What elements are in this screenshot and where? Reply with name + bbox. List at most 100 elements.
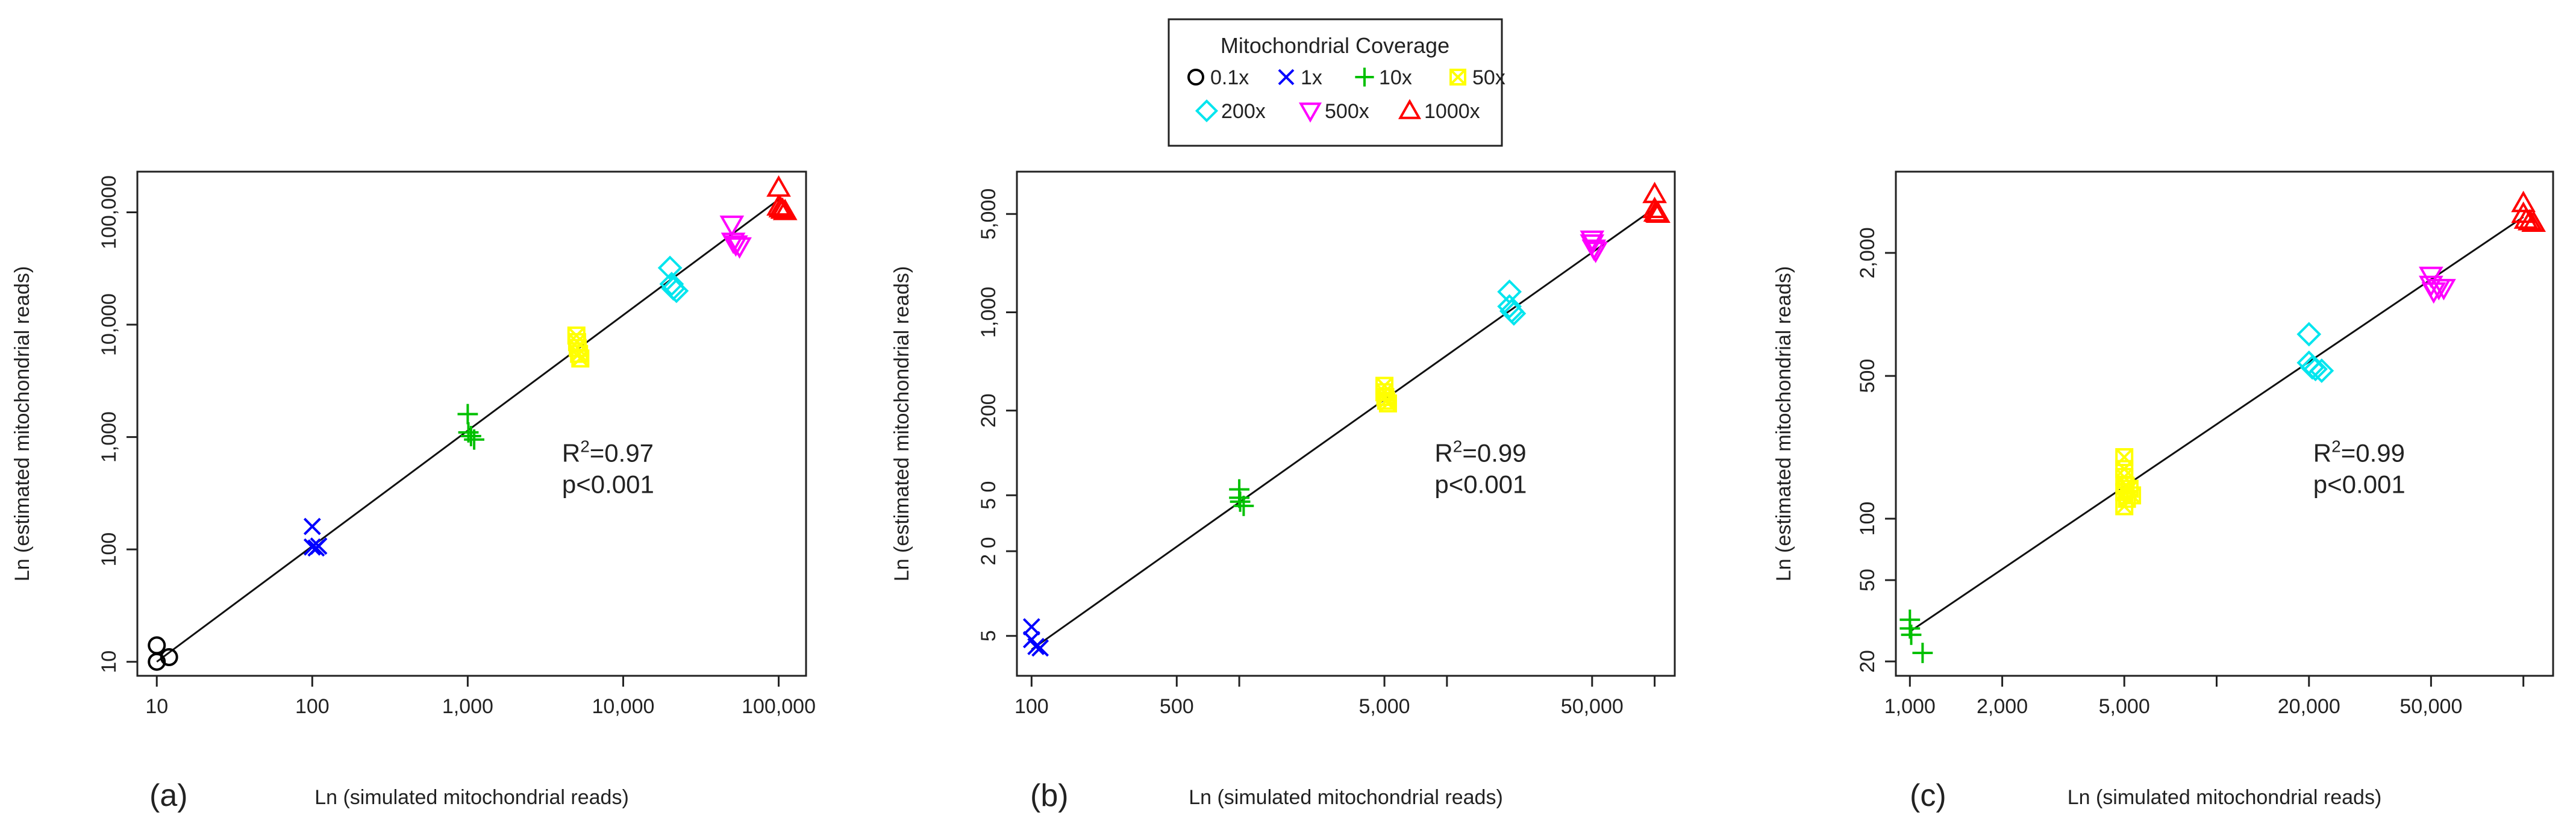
data-point-10x [464, 429, 484, 450]
data-point-500x [719, 215, 745, 237]
data-point-1x [1027, 637, 1045, 655]
data-point-200x [1497, 294, 1522, 319]
x-tick-label: 10 [145, 695, 168, 718]
legend-label-1x: 1x [1301, 66, 1322, 89]
x-tick-label: 1,000 [442, 695, 493, 718]
data-point-10x [1912, 643, 1933, 663]
y-tick-label: 100,000 [98, 175, 120, 249]
data-point-1000x [2518, 208, 2542, 231]
r-squared-annotation: R2=0.97 [562, 437, 654, 467]
data-point-1000x [772, 198, 798, 220]
legend: Mitochondrial Coverage 0.1x 1x 10x 50x 200x 5… [1168, 18, 1505, 147]
legend-marker-200x [1195, 99, 1219, 123]
data-point-10x [457, 404, 478, 425]
p-value-annotation: p<0.001 [1434, 470, 1527, 498]
y-tick-label: 50 [1856, 569, 1879, 591]
y-tick-label: 10,000 [98, 293, 120, 356]
panel-c: (c) 1,000 2,000 5,000 20,000 50,000 20 50 100 50… [1772, 170, 2554, 813]
data-point-1000x [2521, 210, 2546, 232]
data-point-10x [1230, 491, 1251, 512]
data-point-0.1x [148, 652, 166, 671]
r-squared-annotation: R2=0.99 [1434, 437, 1526, 467]
plot-frame [1895, 170, 2554, 677]
x-tick-label: 500 [1160, 695, 1194, 718]
x-tick-label: 5,000 [2099, 695, 2150, 718]
data-point-1x [1022, 618, 1040, 636]
data-point-200x [659, 272, 684, 296]
data-point-10x [1233, 496, 1254, 516]
panel-a: (a) 10 100 1,000 10,000 100,000 10 100 1,000 10,… [11, 170, 816, 813]
data-point-500x [1583, 242, 1608, 263]
p-value-annotation: p<0.001 [562, 470, 654, 498]
data-point-50x [1378, 394, 1397, 413]
legend-marker-0.1x [1187, 69, 1204, 86]
x-tick-label: 20,000 [2278, 695, 2340, 718]
legend-items: 0.1x 1x 10x 50x 200x 500x 1000x [1187, 66, 1505, 123]
regression-line [1909, 216, 2524, 632]
data-point-50x [571, 349, 590, 368]
legend-marker-50x [1449, 69, 1466, 86]
legend-label-10x: 10x [1379, 66, 1412, 89]
y-axis-label: Ln (estimated mitochondrial reads) [890, 266, 913, 581]
data-point-200x [2296, 322, 2322, 347]
y-tick-label: 1,000 [977, 287, 1000, 338]
panel-b: (b) 100 500 5,000 50,000 5 2 0 5 0 200 1,000 5,00… [890, 170, 1676, 813]
legend-label-0.1x: 0.1x [1210, 66, 1249, 89]
y-axis-label: Ln (estimated mitochondrial reads) [11, 266, 34, 581]
data-point-1000x [1646, 201, 1671, 223]
data-point-10x [1901, 624, 1922, 645]
legend-label-1000x: 1000x [1424, 100, 1480, 123]
y-tick-label: 100 [98, 532, 120, 567]
x-tick-label: 50,000 [1561, 695, 1624, 718]
legend-label-200x: 200x [1221, 100, 1266, 123]
y-tick-label: 100 [1856, 502, 1879, 536]
x-tick-label: 10,000 [592, 695, 654, 718]
data-point-500x [724, 235, 748, 257]
legend-marker-10x [1355, 67, 1374, 87]
p-value-annotation: p<0.001 [2313, 470, 2406, 498]
y-tick-label: 5,000 [977, 189, 1000, 240]
data-point-200x [1501, 301, 1527, 326]
y-axis-label: Ln (estimated mitochondrial reads) [1772, 266, 1795, 581]
y-tick-label: 2,000 [1856, 227, 1879, 278]
data-point-0.1x [148, 636, 166, 655]
x-axis-label: Ln (simulated mitochondrial reads) [2068, 786, 2382, 809]
x-tick-label: 100 [295, 695, 330, 718]
data-point-200x [664, 278, 689, 304]
data-point-1000x [2511, 190, 2536, 213]
data-point-200x [2309, 358, 2334, 383]
data-point-0.1x [160, 647, 178, 666]
data-point-10x [460, 426, 481, 446]
y-tick-label: 200 [977, 393, 1000, 428]
panel-label-b: (b) [1030, 778, 1069, 813]
data-point-1000x [766, 175, 791, 197]
data-point-200x [657, 255, 683, 281]
r-squared-annotation: R2=0.99 [2313, 437, 2405, 467]
data-point-1x [1031, 639, 1049, 657]
y-tick-label: 500 [1856, 359, 1879, 393]
data-point-500x [2431, 279, 2456, 301]
y-tick-label: 5 0 [977, 481, 1000, 510]
x-tick-label: 100 [1014, 695, 1049, 718]
legend-marker-1x [1278, 69, 1295, 86]
plot-frame [136, 170, 807, 677]
legend-label-50x: 50x [1472, 66, 1505, 89]
data-point-200x [1497, 279, 1522, 304]
x-tick-label: 50,000 [2399, 695, 2462, 718]
y-tick-label: 1,000 [98, 411, 120, 463]
x-axis-label: Ln (simulated mitochondrial reads) [314, 786, 629, 809]
y-tick-label: 20 [1856, 650, 1879, 673]
legend-box [1168, 18, 1503, 147]
x-tick-label: 5,000 [1359, 695, 1410, 718]
legend-marker-1000x [1398, 99, 1422, 119]
data-point-1x [303, 517, 321, 535]
data-point-1x [310, 537, 328, 555]
x-axis-label: Ln (simulated mitochondrial reads) [1189, 786, 1503, 809]
data-point-50x [570, 345, 589, 363]
data-point-500x [727, 237, 752, 259]
panel-label-a: (a) [149, 778, 188, 813]
data-point-50x [2120, 479, 2139, 498]
panel-label-c: (c) [1910, 778, 1946, 813]
legend-title: Mitochondrial Coverage [1221, 33, 1449, 58]
